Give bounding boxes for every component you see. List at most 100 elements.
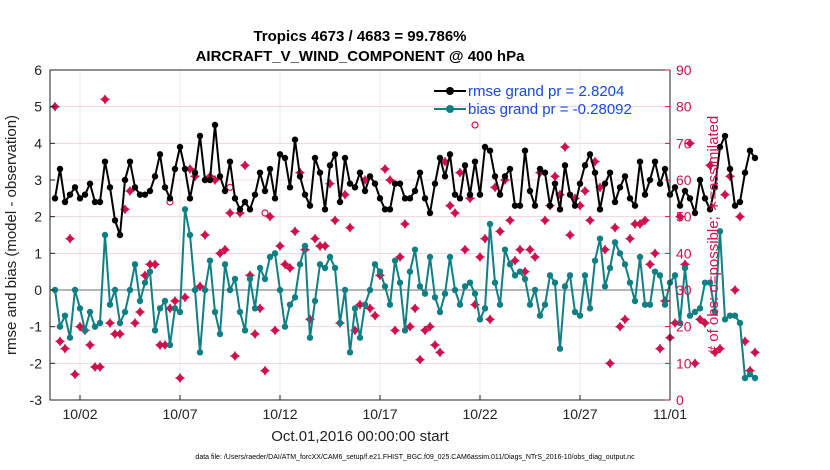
rmse-point — [126, 158, 134, 165]
x-tick-label: 10/17 — [362, 406, 397, 422]
bias-point — [86, 308, 94, 316]
rmse-point — [316, 169, 324, 176]
rmse-point — [461, 162, 469, 169]
bias-point — [426, 253, 434, 261]
x-tick-label: 10/12 — [262, 406, 297, 422]
bias-point — [186, 231, 194, 239]
rmse-point — [336, 198, 344, 206]
obs-assimilated-marker — [135, 307, 145, 317]
bias-point — [696, 305, 704, 312]
rmse-point — [521, 147, 529, 154]
bias-point — [706, 279, 714, 286]
obs-assimilated-marker — [475, 252, 485, 262]
bias-point — [661, 301, 669, 308]
bias-point — [701, 279, 709, 286]
plot-frame — [49, 69, 671, 401]
rmse-point — [356, 169, 364, 176]
bias-point — [106, 301, 114, 308]
bias-point — [731, 312, 739, 319]
rmse-point — [641, 191, 649, 198]
obs-assimilated-marker — [410, 303, 420, 313]
rmse-point — [586, 151, 594, 158]
bias-point — [311, 297, 319, 305]
rmse-point — [171, 165, 179, 173]
bias-point — [451, 286, 459, 294]
rmse-point — [96, 198, 104, 206]
rmse-point — [191, 169, 199, 176]
bias-point — [401, 327, 409, 334]
obs-assimilated-marker — [180, 292, 190, 302]
data-file-footer: data file: /Users/raeder/DAI/ATM_forcXX/… — [195, 454, 635, 461]
bias-point — [516, 268, 524, 275]
bias-point — [276, 286, 284, 294]
rmse-point — [631, 202, 639, 209]
rmse-point — [301, 191, 309, 198]
bias-point — [656, 272, 664, 279]
rmse-point — [121, 176, 129, 184]
rmse-point — [536, 165, 544, 173]
rmse-point — [116, 231, 124, 239]
rmse-point — [181, 165, 189, 173]
rmse-point — [296, 173, 304, 180]
bias-point — [471, 290, 479, 297]
bias-point — [501, 246, 509, 253]
rmse-point — [251, 191, 259, 198]
rmse-point — [201, 176, 209, 184]
plot-area — [50, 70, 670, 400]
rmse-point — [221, 187, 229, 195]
obs-assimilated-marker — [510, 256, 520, 266]
obs-assimilated-marker — [125, 186, 135, 196]
rmse-point — [526, 187, 534, 195]
rmse-point — [166, 195, 174, 202]
bias-point — [446, 253, 454, 261]
bias-point — [171, 305, 179, 312]
obs-assimilated-marker — [285, 263, 295, 273]
bias-point — [336, 319, 344, 327]
bias-point — [561, 283, 569, 290]
y-tick-label: 1 — [34, 245, 42, 261]
rmse-point — [506, 165, 514, 173]
bias-point — [146, 268, 154, 275]
rmse-point — [261, 187, 269, 195]
rmse-point — [701, 195, 709, 202]
obs-assimilated-marker — [645, 259, 655, 269]
bias-point — [466, 279, 474, 286]
bias-point — [66, 334, 74, 341]
bias-point — [161, 297, 169, 305]
obs-assimilated-marker — [75, 322, 85, 332]
bias-point — [391, 257, 399, 264]
rmse-point — [581, 162, 589, 169]
obs-assimilated-marker — [380, 164, 390, 174]
bias-point — [361, 301, 369, 308]
rmse-point — [246, 206, 254, 213]
rmse-point — [86, 180, 94, 187]
rmse-point — [736, 198, 744, 206]
rmse-point — [556, 206, 564, 213]
bias-point — [616, 250, 624, 257]
bias-point — [736, 319, 744, 327]
bias-point — [726, 312, 734, 319]
bias-point — [631, 297, 639, 305]
rmse-point — [546, 202, 554, 209]
obs-assimilated-marker — [735, 212, 745, 222]
bias-point — [221, 261, 229, 268]
rmse-point — [561, 162, 569, 169]
rmse-point — [186, 195, 194, 202]
y2-tick-label: 40 — [676, 245, 692, 261]
rmse-point — [591, 169, 599, 176]
obs-assimilated-marker — [65, 234, 75, 244]
obs-assimilated-marker — [460, 245, 470, 255]
x-tick-label: 10/27 — [562, 406, 597, 422]
bias-point — [671, 272, 679, 279]
rmse-point — [481, 143, 489, 151]
bias-point — [441, 290, 449, 297]
rmse-point — [366, 173, 374, 180]
bias-point — [131, 261, 139, 268]
bias-point — [606, 264, 614, 272]
rmse-point — [691, 209, 699, 217]
rmse-point — [671, 184, 679, 191]
rmse-point — [381, 206, 389, 213]
rmse-point — [681, 187, 689, 195]
